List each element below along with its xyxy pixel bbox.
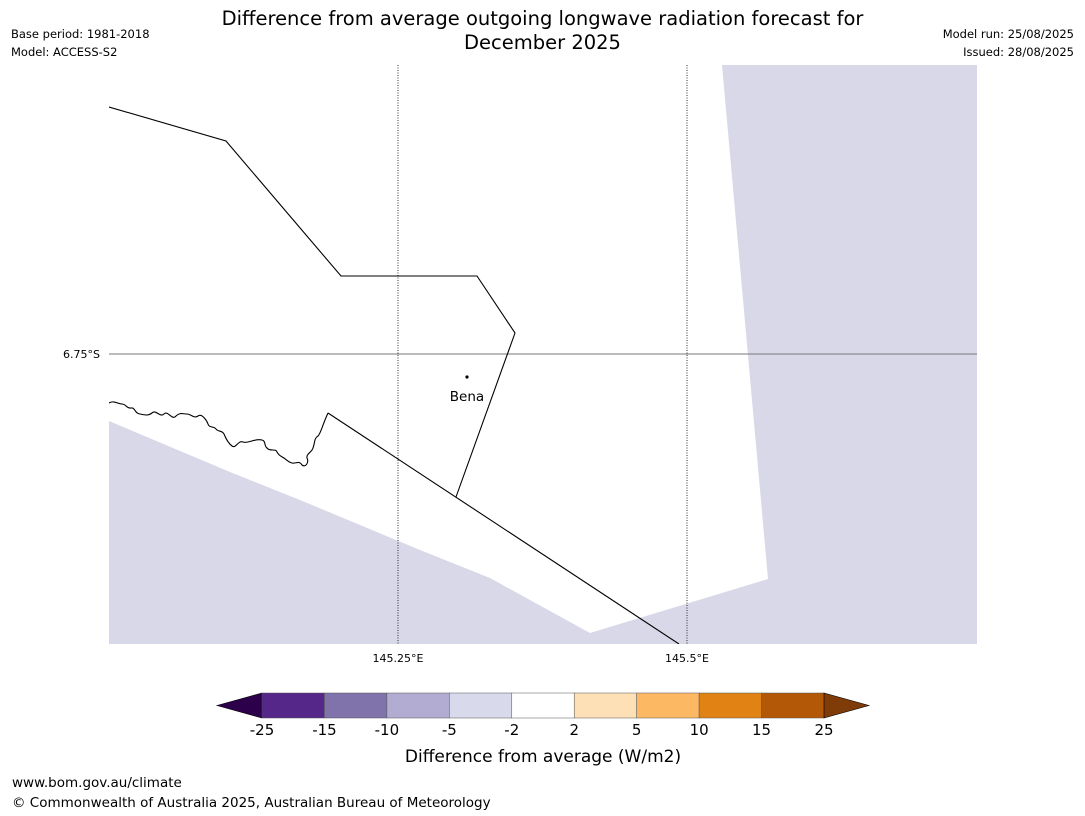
model-text: Model: ACCESS-S2: [11, 45, 118, 59]
base-period-text: Base period: 1981-2018: [11, 27, 150, 41]
footer-copyright: © Commonwealth of Australia 2025, Austra…: [12, 795, 491, 811]
colorbar-tick-label: 5: [632, 721, 642, 739]
map-area: Bena: [109, 65, 977, 644]
colorbar-extend-over: [823, 692, 871, 719]
title-line-1: Difference from average outgoing longwav…: [221, 7, 864, 30]
colorbar-tick-label: -15: [312, 721, 337, 739]
longitude-label-145-25e: 145.25°E: [373, 652, 424, 665]
colorbar-bin: [261, 692, 325, 719]
colorbar-tick-label: 10: [690, 721, 709, 739]
title-line-2: December 2025: [464, 31, 621, 54]
bena-marker: [465, 375, 469, 379]
latitude-label-6-75s: 6.75°S: [63, 348, 100, 361]
colorbar-bin: [386, 692, 450, 719]
colorbar-tick-label: 2: [569, 721, 579, 739]
colorbar-title: Difference from average (W/m2): [405, 747, 681, 767]
bena-label: Bena: [450, 389, 484, 405]
colorbar-bin: [324, 692, 388, 719]
colorbar-bin: [449, 692, 513, 719]
sea-anomaly-region-southwest: [109, 421, 590, 644]
coastline: [109, 401, 329, 467]
colorbar-bin: [636, 692, 700, 719]
colorbar: -25 -15 -10 -5 -2 2 5 10 15 25: [215, 692, 871, 739]
colorbar-tick-label: -25: [250, 721, 275, 739]
footer-url: www.bom.gov.au/climate: [12, 775, 182, 791]
colorbar-bin: [573, 692, 637, 719]
colorbar-tick-label: -10: [375, 721, 400, 739]
map-title: Difference from average outgoing longwav…: [190, 7, 895, 55]
colorbar-bin: [511, 692, 575, 719]
colorbar-tick-label: 15: [752, 721, 771, 739]
colorbar-extend-under: [215, 692, 263, 719]
meta-right: Model run: 25/08/2025 Issued: 28/08/2025: [943, 25, 1074, 61]
longitude-label-145-5e: 145.5°E: [665, 652, 709, 665]
province-boundary-south: [327, 412, 680, 644]
colorbar-tick-label: -2: [504, 721, 519, 739]
meta-left: Base period: 1981-2018 Model: ACCESS-S2: [11, 25, 150, 61]
model-run-text: Model run: 25/08/2025: [942, 27, 1074, 41]
colorbar-bin: [761, 692, 825, 719]
issued-text: Issued: 28/08/2025: [963, 45, 1074, 59]
colorbar-tick-label: -5: [442, 721, 457, 739]
colorbar-bin: [698, 692, 762, 719]
province-boundary: [109, 106, 516, 498]
colorbar-tick-label: 25: [814, 721, 833, 739]
